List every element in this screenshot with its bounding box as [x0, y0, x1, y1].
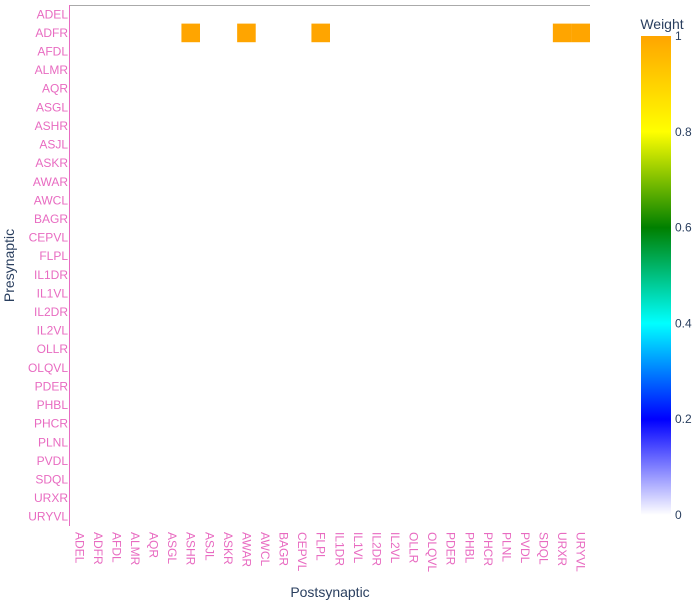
x-tick-label: PHBL — [462, 532, 476, 564]
y-tick-label: OLLR — [37, 342, 69, 356]
colorbar-tick-label: 0.6 — [675, 221, 692, 235]
x-tick-label: IL2VL — [388, 532, 402, 564]
y-tick-label: IL2DR — [34, 305, 68, 319]
x-tick-label: ADFR — [91, 532, 105, 565]
x-tick-label: SDQL — [537, 532, 551, 565]
y-tick-label: SDQL — [35, 472, 68, 486]
colorbar-tick-label: 0 — [675, 508, 682, 522]
y-tick-label: AFDL — [37, 45, 68, 59]
y-tick-label: CEPVL — [29, 231, 69, 245]
heatmap-cell — [311, 23, 330, 43]
y-tick-labels: ADEL ADFR AFDL ALMR AQR ASGL ASHR ASJL ASKR AWAR A… — [28, 7, 68, 523]
x-tick-label: BAGR — [277, 532, 291, 566]
colorbar-tick-labels: 0 0.2 0.4 0.6 0.8 1 — [675, 29, 692, 522]
x-tick-label: PVDL — [518, 532, 532, 564]
x-tick-label: URXR — [555, 532, 569, 566]
y-tick-label: AQR — [42, 82, 68, 96]
y-tick-label: ASJL — [39, 138, 68, 152]
y-tick-label: ASHR — [35, 119, 69, 133]
y-tick-label: PDER — [35, 379, 69, 393]
y-tick-label: IL2VL — [37, 324, 69, 338]
x-tick-label: ADEL — [72, 532, 86, 564]
y-tick-label: OLQVL — [28, 361, 68, 375]
x-tick-label: AWCL — [258, 532, 272, 567]
colorbar-tick-label: 0.4 — [675, 316, 692, 330]
x-tick-label: IL1DR — [332, 532, 346, 566]
x-tick-label: URYVL — [574, 532, 588, 572]
y-tick-label: BAGR — [34, 212, 68, 226]
x-tick-labels: ADEL ADFR AFDL ALMR AQR ASGL ASHR ASJL ASKR AWAR A… — [72, 532, 587, 572]
y-tick-label: ADEL — [37, 7, 69, 21]
y-tick-label: ADFR — [35, 26, 68, 40]
x-axis-title: Postsynaptic — [290, 584, 369, 600]
y-tick-label: PLNL — [38, 435, 68, 449]
x-tick-label: ALMR — [128, 532, 142, 566]
y-tick-label: AWCL — [34, 193, 69, 207]
heatmap-cells — [181, 23, 590, 43]
y-tick-label: PHCR — [34, 417, 68, 431]
x-tick-label: OLLR — [407, 532, 421, 564]
heatmap-cell — [181, 23, 200, 43]
x-tick-label: AWAR — [239, 532, 253, 567]
y-tick-label: URYVL — [28, 510, 68, 524]
y-tick-label: URXR — [34, 491, 68, 505]
y-tick-label: IL1VL — [37, 286, 69, 300]
y-tick-label: PVDL — [37, 454, 69, 468]
x-tick-label: ASHR — [184, 532, 198, 566]
heatmap-cell — [237, 23, 256, 43]
x-tick-label: ASGL — [165, 532, 179, 564]
colorbar-tick-label: 0.2 — [675, 412, 692, 426]
x-tick-label: ASKR — [221, 532, 235, 565]
x-tick-label: IL2DR — [369, 532, 383, 566]
y-tick-label: AWAR — [33, 175, 68, 189]
x-tick-label: AQR — [147, 532, 161, 558]
x-tick-label: OLQVL — [425, 532, 439, 572]
y-tick-label: PHBL — [37, 398, 69, 412]
y-tick-label: FLPL — [39, 249, 68, 263]
x-tick-label: PDER — [444, 532, 458, 566]
x-tick-label: AFDL — [109, 532, 123, 563]
colorbar-tick-label: 0.8 — [675, 125, 692, 139]
heatmap-cell — [552, 23, 572, 43]
y-tick-label: ALMR — [35, 63, 69, 77]
colorbar: Weight 0 0.2 0.4 0.6 0.8 1 — [640, 16, 692, 522]
x-tick-label: PHCR — [481, 532, 495, 566]
x-tick-label: FLPL — [314, 532, 328, 561]
x-tick-label: IL1VL — [351, 532, 365, 564]
colorbar-title: Weight — [640, 16, 683, 32]
heatmap-cell — [571, 23, 590, 43]
x-tick-label: PLNL — [499, 532, 513, 562]
x-tick-label: ASJL — [202, 532, 216, 561]
colorbar-gradient — [641, 36, 671, 515]
y-tick-label: ASKR — [35, 156, 68, 170]
y-axis-title: Presynaptic — [1, 229, 17, 302]
y-tick-label: ASGL — [36, 100, 68, 114]
x-tick-label: CEPVL — [295, 532, 309, 572]
y-tick-label: IL1DR — [34, 268, 68, 282]
colorbar-tick-label: 1 — [675, 29, 682, 43]
